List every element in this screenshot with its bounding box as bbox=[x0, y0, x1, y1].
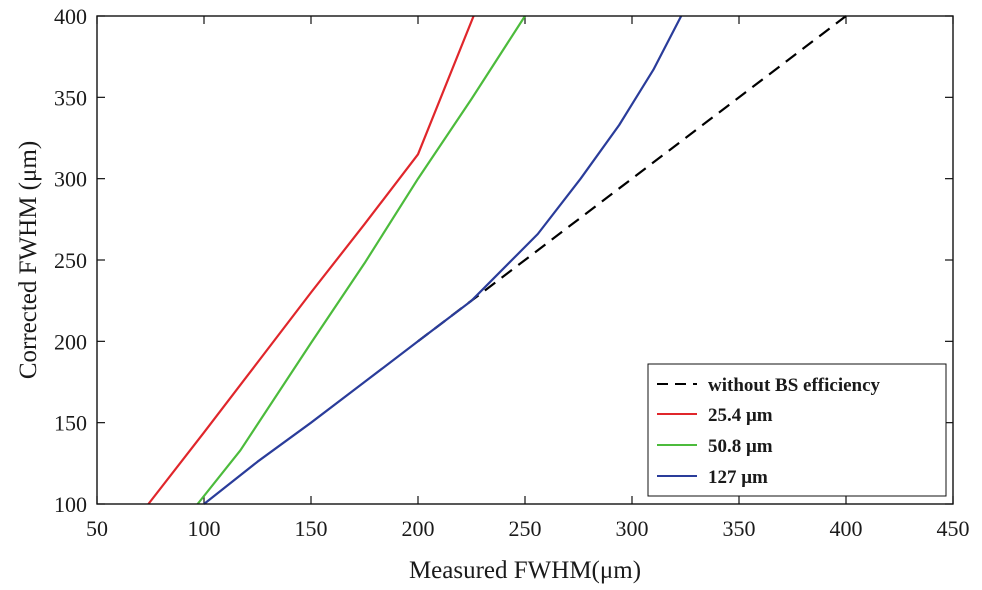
series-line-25-4 bbox=[147, 15, 475, 505]
x-tick-label: 400 bbox=[830, 516, 863, 541]
x-tick-label: 350 bbox=[723, 516, 756, 541]
legend-label-127: 127 μm bbox=[708, 467, 768, 488]
series-line-127 bbox=[203, 15, 683, 505]
series-line-without-bs bbox=[417, 15, 847, 343]
legend-label-25-4: 25.4 μm bbox=[708, 405, 773, 426]
plot-frame bbox=[96, 15, 954, 505]
legend-label-without-bs: without BS efficiency bbox=[708, 375, 881, 396]
legend: without BS efficiency 25.4 μm 50.8 μm 12… bbox=[647, 363, 947, 497]
y-axis-ticks: 100 150 200 250 300 350 400 bbox=[54, 4, 953, 517]
y-tick-label: 100 bbox=[54, 492, 87, 517]
y-tick-label: 250 bbox=[54, 248, 87, 273]
y-tick-label: 300 bbox=[54, 167, 87, 192]
series-line-50-8 bbox=[196, 15, 526, 505]
y-tick-label: 200 bbox=[54, 329, 87, 354]
y-tick-label: 400 bbox=[54, 4, 87, 29]
x-tick-label: 450 bbox=[937, 516, 970, 541]
x-tick-label: 150 bbox=[295, 516, 328, 541]
y-axis-title: Corrected FWHM (μm) bbox=[15, 141, 42, 379]
y-tick-label: 350 bbox=[54, 85, 87, 110]
legend-box bbox=[647, 363, 947, 497]
x-axis-title: Measured FWHM(μm) bbox=[409, 557, 641, 584]
x-tick-label: 200 bbox=[402, 516, 435, 541]
x-tick-label: 300 bbox=[616, 516, 649, 541]
x-tick-label: 100 bbox=[188, 516, 221, 541]
y-tick-label: 150 bbox=[54, 411, 87, 436]
series-layer bbox=[147, 15, 847, 505]
x-tick-label: 250 bbox=[509, 516, 542, 541]
legend-label-50-8: 50.8 μm bbox=[708, 436, 773, 457]
x-tick-label: 50 bbox=[86, 516, 108, 541]
